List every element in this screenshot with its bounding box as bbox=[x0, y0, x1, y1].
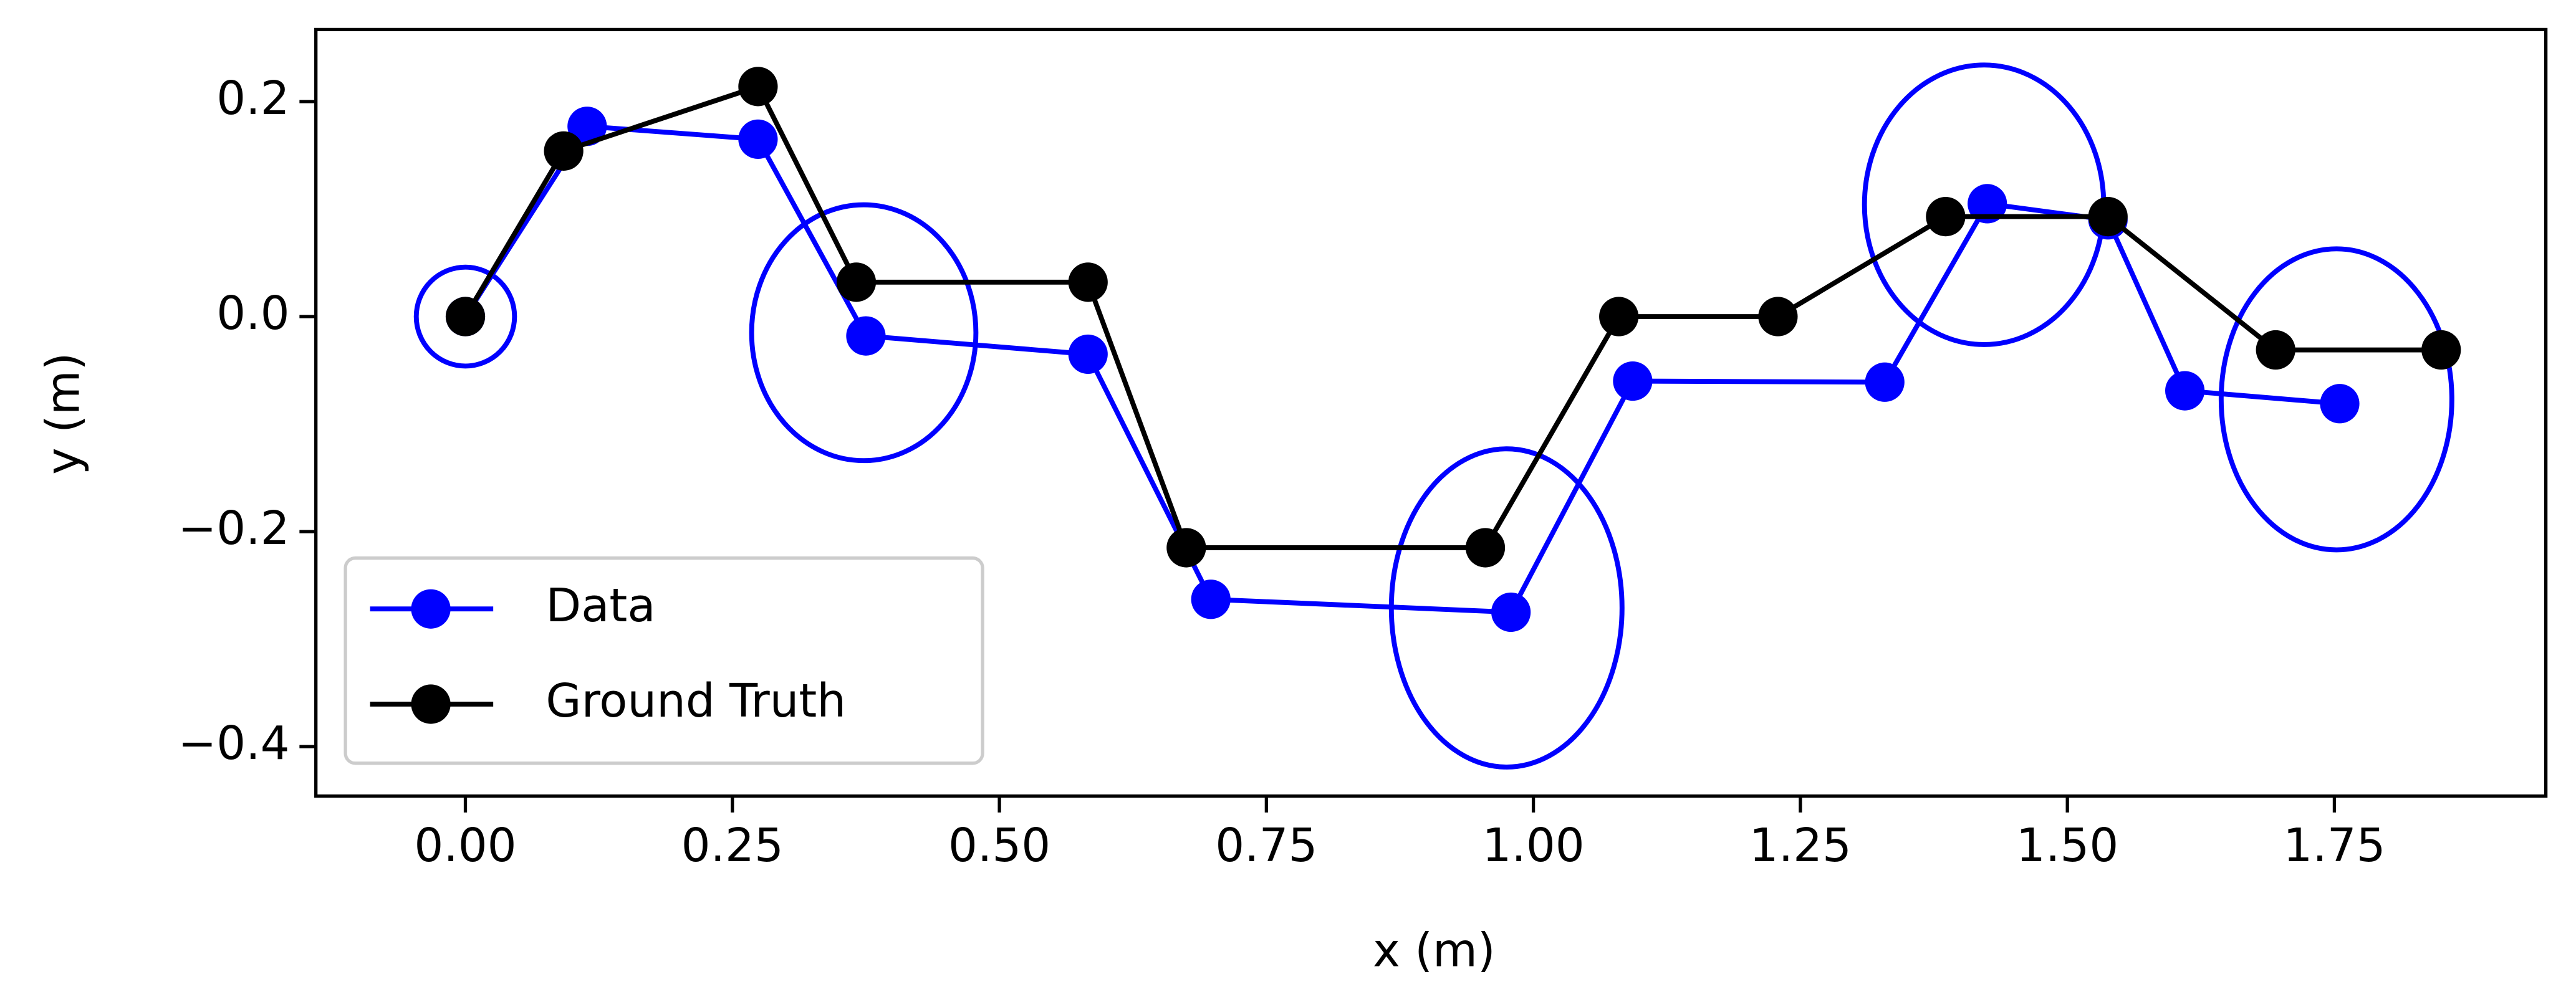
series-marker bbox=[1865, 362, 1905, 402]
series-marker bbox=[445, 297, 486, 336]
series-marker bbox=[1191, 580, 1231, 619]
series-marker bbox=[1465, 528, 1506, 568]
covariance-ellipse bbox=[749, 202, 979, 464]
x-tick-label: 1.25 bbox=[1749, 819, 1852, 872]
series-marker bbox=[2088, 196, 2128, 237]
plot-area bbox=[413, 62, 2461, 770]
plot-frame bbox=[314, 27, 2548, 798]
x-tick-label: 1.50 bbox=[2016, 819, 2118, 872]
x-axis-label: x (m) bbox=[1373, 924, 1495, 977]
x-tick-label: 0.00 bbox=[414, 819, 516, 872]
series-marker bbox=[1758, 297, 1798, 336]
legend-box bbox=[344, 556, 984, 765]
covariance-ellipse bbox=[2218, 246, 2454, 553]
legend-marker bbox=[411, 589, 451, 629]
series-marker bbox=[1068, 334, 1108, 375]
y-axis-label: y (m) bbox=[37, 353, 90, 475]
series-marker bbox=[738, 119, 778, 159]
series-marker bbox=[567, 107, 607, 146]
series-marker bbox=[1599, 297, 1639, 336]
covariance-ellipse bbox=[413, 264, 517, 369]
legend-label: Data bbox=[545, 580, 655, 632]
series-marker bbox=[544, 131, 584, 171]
x-tick-label: 0.25 bbox=[681, 819, 784, 872]
series-marker bbox=[2421, 330, 2461, 370]
y-tick-label: 0.2 bbox=[216, 72, 289, 125]
y-tick-label: −0.4 bbox=[178, 717, 289, 770]
x-tick-label: 0.50 bbox=[948, 819, 1050, 872]
series-marker bbox=[1491, 592, 1531, 632]
series-marker bbox=[738, 67, 778, 107]
y-tick-label: 0.0 bbox=[216, 287, 289, 340]
legend-marker bbox=[411, 684, 451, 724]
series-marker bbox=[2320, 384, 2360, 424]
series-marker bbox=[1968, 184, 2007, 224]
plot-marks bbox=[413, 62, 2461, 770]
x-tick-label: 1.75 bbox=[2283, 819, 2385, 872]
y-tick-label: −0.2 bbox=[178, 502, 289, 555]
legend: Data Ground Truth bbox=[344, 556, 984, 765]
series-marker bbox=[1613, 361, 1653, 401]
series-marker bbox=[846, 316, 886, 356]
series-marker bbox=[1068, 262, 1108, 302]
legend-label: Ground Truth bbox=[545, 675, 846, 728]
x-tick-label: 1.00 bbox=[1483, 819, 1585, 872]
x-tick-label: 0.75 bbox=[1215, 819, 1317, 872]
series-marker bbox=[2256, 330, 2295, 370]
series-marker bbox=[1166, 528, 1206, 568]
series-marker bbox=[1926, 196, 1966, 237]
series-marker bbox=[836, 262, 877, 302]
series-marker bbox=[2165, 371, 2205, 411]
